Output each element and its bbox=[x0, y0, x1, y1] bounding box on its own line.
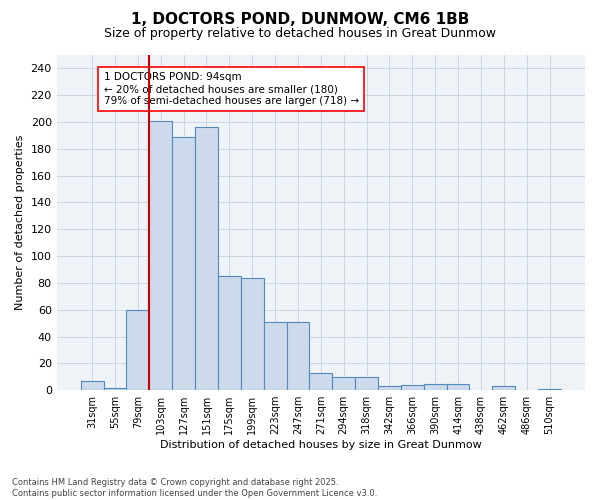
Bar bbox=[401, 385, 424, 390]
Bar bbox=[493, 386, 515, 390]
Bar bbox=[195, 128, 218, 390]
Bar bbox=[310, 373, 332, 390]
Bar bbox=[378, 386, 401, 390]
Text: Size of property relative to detached houses in Great Dunmow: Size of property relative to detached ho… bbox=[104, 28, 496, 40]
X-axis label: Distribution of detached houses by size in Great Dunmow: Distribution of detached houses by size … bbox=[160, 440, 482, 450]
Text: 1 DOCTORS POND: 94sqm
← 20% of detached houses are smaller (180)
79% of semi-det: 1 DOCTORS POND: 94sqm ← 20% of detached … bbox=[104, 72, 359, 106]
Text: Contains HM Land Registry data © Crown copyright and database right 2025.
Contai: Contains HM Land Registry data © Crown c… bbox=[12, 478, 377, 498]
Bar bbox=[263, 322, 287, 390]
Bar bbox=[355, 377, 378, 390]
Bar bbox=[332, 377, 355, 390]
Bar bbox=[538, 389, 561, 390]
Bar bbox=[172, 137, 195, 390]
Bar bbox=[149, 120, 172, 390]
Bar bbox=[80, 381, 104, 390]
Bar bbox=[127, 310, 149, 390]
Y-axis label: Number of detached properties: Number of detached properties bbox=[15, 135, 25, 310]
Bar bbox=[446, 384, 469, 390]
Text: 1, DOCTORS POND, DUNMOW, CM6 1BB: 1, DOCTORS POND, DUNMOW, CM6 1BB bbox=[131, 12, 469, 28]
Bar bbox=[104, 388, 127, 390]
Bar bbox=[287, 322, 310, 390]
Bar bbox=[241, 278, 263, 390]
Bar bbox=[424, 384, 446, 390]
Bar bbox=[218, 276, 241, 390]
